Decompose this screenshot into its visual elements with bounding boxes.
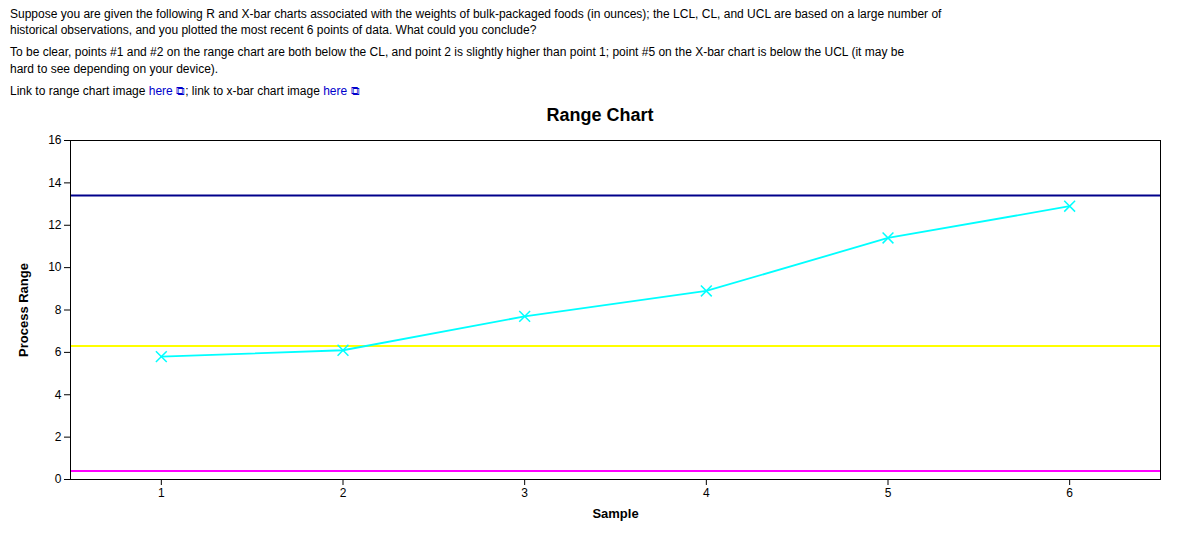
html-text:Suppose you are given the foll: Suppose you are given the following R an… xyxy=(10,7,942,21)
svg-text:3: 3 xyxy=(521,486,528,500)
svg-text:1: 1 xyxy=(158,486,165,500)
svg-text:5: 5 xyxy=(885,486,892,500)
svg-text:6: 6 xyxy=(1066,486,1073,500)
html-text:To be clear, points #1 and #2: To be clear, points #1 and #2 on the ran… xyxy=(10,45,905,60)
svg-text:Sample: Sample xyxy=(592,505,638,520)
html-text:historical observations, and y: historical observations, and you plotted… xyxy=(10,23,537,38)
svg-text:10: 10 xyxy=(48,260,62,274)
svg-text:14: 14 xyxy=(48,176,62,190)
svg-text:4: 4 xyxy=(703,486,710,500)
svg-text:8: 8 xyxy=(55,303,62,317)
html-text:Range Chart: Range Chart xyxy=(546,104,654,125)
svg-text:16: 16 xyxy=(48,133,62,147)
svg-text:0: 0 xyxy=(55,472,62,486)
svg-text:12: 12 xyxy=(48,218,62,232)
html-text:hard to see depending on your: hard to see depending on your device). xyxy=(10,61,219,76)
svg-text:2: 2 xyxy=(340,486,347,500)
svg-text:4: 4 xyxy=(55,388,62,402)
svg-text:6: 6 xyxy=(55,345,62,359)
html-text:Link to range chart image here: Link to range chart image here ⧉; link t… xyxy=(10,83,360,98)
svg-text:2: 2 xyxy=(55,430,62,444)
svg-text:Process Range: Process Range xyxy=(16,263,31,357)
